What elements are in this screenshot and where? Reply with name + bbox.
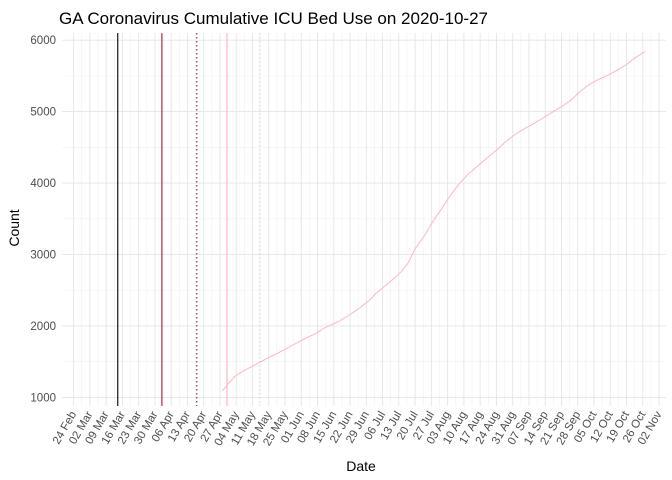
y-tick-label: 1000 xyxy=(30,392,56,404)
y-tick-label: 3000 xyxy=(30,250,56,262)
y-axis: 1000 2000 3000 4000 5000 6000 xyxy=(30,35,56,404)
chart-title: GA Coronavirus Cumulative ICU Bed Use on… xyxy=(59,9,488,28)
series-layer xyxy=(221,51,646,392)
reference-lines xyxy=(117,33,261,406)
y-tick-label: 4000 xyxy=(30,178,56,190)
y-tick-label: 2000 xyxy=(30,321,56,333)
series-line xyxy=(221,51,646,392)
y-tick-label: 5000 xyxy=(30,107,56,119)
grid xyxy=(62,33,666,406)
y-axis-title: Count xyxy=(6,209,22,246)
y-tick-label: 6000 xyxy=(30,35,56,47)
x-axis-title: Date xyxy=(346,458,376,474)
